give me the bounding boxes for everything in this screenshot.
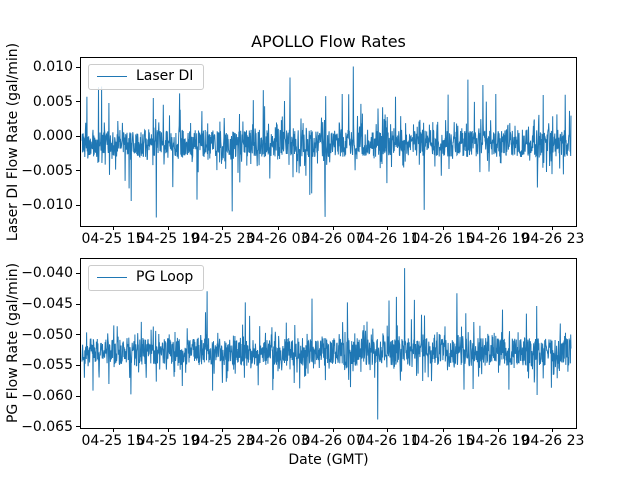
x-tick-mark [552, 428, 554, 432]
x-tick-label: 04-26 15 [411, 231, 475, 247]
y-tick-label: −0.050 [21, 326, 73, 343]
y-tick-mark [76, 101, 80, 102]
x-tick-label: 04-26 15 [411, 433, 475, 449]
chart-title: APOLLO Flow Rates [251, 32, 406, 51]
x-tick-label: 04-26 23 [521, 433, 585, 449]
y-tick-mark [76, 204, 80, 206]
y-tick-label: −0.060 [21, 388, 73, 405]
x-tick-mark [332, 226, 334, 230]
x-tick-label: 04-26 11 [356, 231, 420, 247]
x-tick-label: 04-25 19 [136, 433, 200, 449]
legend-line-sample [97, 76, 127, 77]
x-tick-mark [222, 428, 224, 432]
x-tick-mark [497, 428, 499, 432]
y-tick-label: 0.010 [32, 59, 73, 75]
x-tick-label: 04-26 19 [466, 433, 530, 449]
x-tick-label: 04-25 15 [81, 433, 145, 449]
x-tick-label: 04-25 19 [136, 231, 200, 247]
x-tick-mark [222, 226, 224, 230]
x-tick-label: 04-26 07 [301, 433, 365, 449]
x-tick-label: 04-26 19 [466, 231, 530, 247]
laser-di-series-line [81, 66, 572, 218]
x-tick-label: 04-26 03 [246, 433, 310, 449]
laser-di-line-plot [81, 66, 572, 218]
pg-loop-line-plot [81, 268, 572, 420]
y-tick-label: −0.055 [21, 357, 73, 374]
x-tick-mark [552, 226, 554, 230]
y-tick-label: −0.065 [21, 418, 73, 435]
y-tick-label: −0.045 [21, 296, 73, 313]
pg-loop-series-line [81, 268, 572, 420]
x-tick-label: 04-26 03 [246, 231, 310, 247]
x-tick-mark [387, 226, 389, 230]
y-tick-mark [76, 303, 80, 305]
legend-line-sample [97, 277, 127, 278]
x-tick-label: 04-25 23 [191, 433, 255, 449]
y-tick-mark [76, 334, 80, 336]
y-tick-mark [76, 426, 80, 428]
x-tick-mark [167, 226, 169, 230]
y-tick-label: −0.010 [21, 197, 73, 214]
x-tick-label: 04-25 15 [81, 231, 145, 247]
y-tick-mark [76, 395, 80, 397]
legend-label: PG Loop [136, 269, 194, 285]
y-tick-mark [76, 364, 80, 366]
x-tick-label: 04-26 07 [301, 231, 365, 247]
bottom-subplot: PG Loop [80, 258, 577, 429]
y-tick-mark [76, 66, 80, 68]
legend-laser-di: Laser DI [88, 64, 205, 90]
top-subplot: Laser DI [80, 57, 577, 227]
x-tick-mark [442, 226, 444, 230]
x-tick-label: 04-26 23 [521, 231, 585, 247]
x-tick-label: 04-25 23 [191, 231, 255, 247]
x-tick-mark [332, 428, 334, 432]
legend-label: Laser DI [136, 68, 194, 84]
x-axis-label: Date (GMT) [288, 452, 369, 468]
y-tick-label: −0.005 [21, 162, 73, 179]
x-tick-mark [277, 226, 279, 230]
y-tick-label: 0.000 [32, 128, 73, 144]
y-tick-mark [76, 170, 80, 172]
x-tick-mark [112, 226, 114, 230]
x-tick-label: 04-26 11 [356, 433, 420, 449]
x-tick-mark [167, 428, 169, 432]
legend-pg-loop: PG Loop [88, 265, 205, 291]
x-tick-mark [442, 428, 444, 432]
x-tick-mark [387, 428, 389, 432]
x-tick-mark [112, 428, 114, 432]
y-tick-mark [76, 272, 80, 274]
y-tick-label: −0.040 [21, 265, 73, 282]
y-tick-mark [76, 135, 80, 137]
x-tick-mark [497, 226, 499, 230]
x-tick-mark [277, 428, 279, 432]
y-tick-label: 0.005 [32, 93, 73, 110]
